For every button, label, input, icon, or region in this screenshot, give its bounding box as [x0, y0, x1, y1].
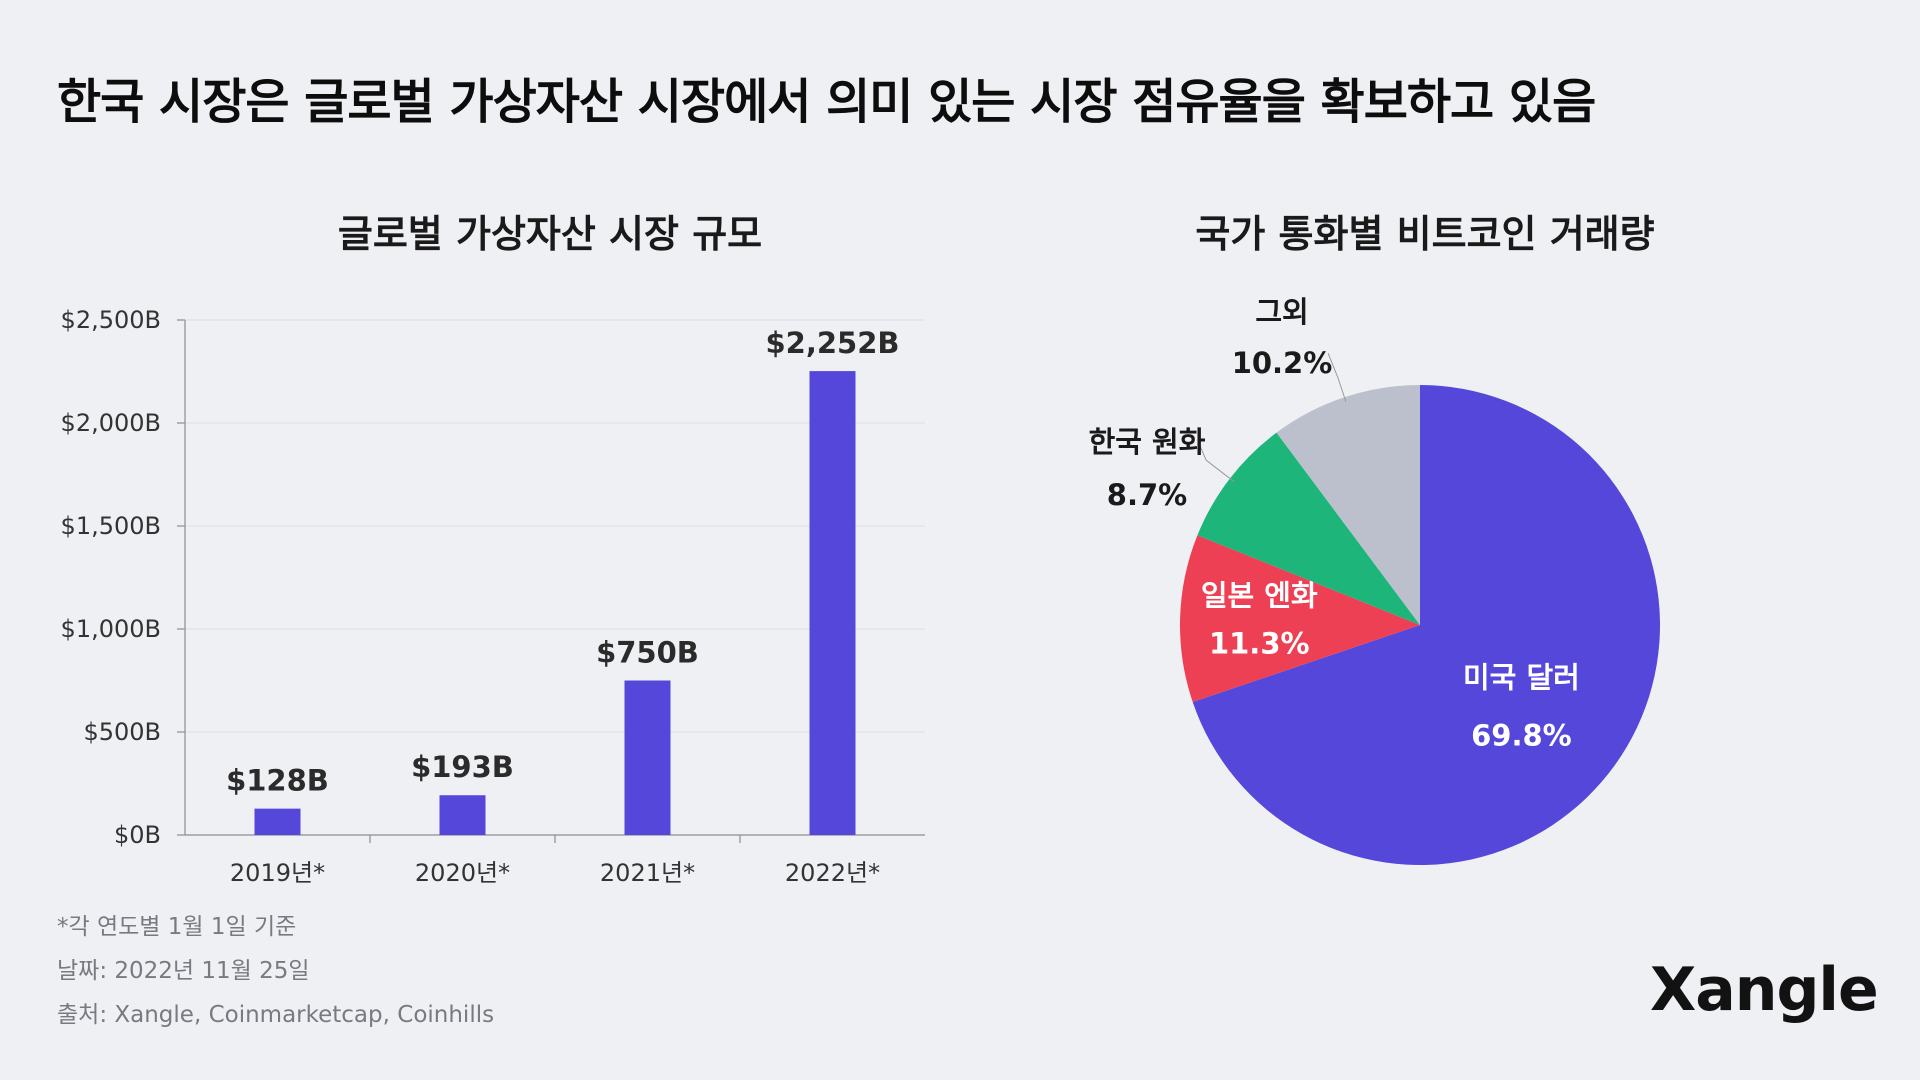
bar-chart: $0B $500B $1,000B $1,500B $2,000B $2,500B $128…	[61, 306, 925, 887]
pie-slice-percent: 69.8%	[1471, 719, 1572, 753]
pie-slice-percent: 10.2%	[1232, 346, 1333, 380]
pie-slice	[1197, 432, 1420, 625]
leader-line	[1327, 353, 1347, 402]
pie-slice	[1276, 385, 1420, 625]
pie-chart: 미국 달러 69.8% 일본 엔화 11.3% 한국 원화 8.7% 그외 10.2%	[1089, 295, 1660, 865]
y-tick-label: $500B	[83, 718, 161, 746]
footnote: *각 연도별 1월 1일 기준	[57, 914, 297, 940]
xangle-logo: Xangle	[1650, 955, 1879, 1025]
bar-value-label: $750B	[596, 636, 699, 670]
x-tick-label: 2022년*	[785, 859, 880, 887]
y-tick-label: $2,000B	[61, 409, 161, 437]
date-note: 날짜: 2022년 11월 25일	[57, 958, 310, 984]
bar	[624, 680, 671, 835]
bar-value-label: $2,252B	[765, 326, 899, 360]
pie-slice-name: 미국 달러	[1463, 661, 1580, 695]
source-note: 출처: Xangle, Coinmarketcap, Coinhills	[57, 1002, 495, 1028]
pie-slice	[1192, 385, 1660, 865]
pie-slice-name: 한국 원화	[1089, 425, 1206, 459]
y-tick-label: $2,500B	[61, 306, 161, 334]
leader-line	[1199, 445, 1235, 482]
y-tick-label: $1,500B	[61, 512, 161, 540]
pie-slice	[1180, 535, 1420, 703]
pie-slice-name: 그외	[1255, 295, 1308, 329]
bar	[439, 795, 486, 835]
y-tick-label: $1,000B	[61, 615, 161, 643]
x-tick-label: 2019년*	[230, 859, 325, 887]
x-tick-label: 2021년*	[600, 859, 695, 887]
bar-chart-title: 글로벌 가상자산 시장 규모	[337, 212, 763, 256]
bar	[809, 371, 856, 835]
pie-slice-percent: 8.7%	[1107, 478, 1187, 512]
pie-slice-name: 일본 엔화	[1201, 578, 1318, 612]
x-tick-label: 2020년*	[415, 859, 510, 887]
bar	[254, 808, 301, 835]
bar-value-label: $193B	[411, 750, 514, 784]
chart-notes: *각 연도별 1월 1일 기준 날짜: 2022년 11월 25일 출처: Xa…	[57, 905, 494, 1037]
bar-value-label: $128B	[226, 764, 329, 798]
pie-slice-percent: 11.3%	[1209, 626, 1310, 660]
page-headline: 한국 시장은 글로벌 가상자산 시장에서 의미 있는 시장 점유율을 확보하고 …	[57, 74, 1596, 130]
pie-chart-title: 국가 통화별 비트코인 거래량	[1195, 212, 1655, 256]
y-tick-label: $0B	[114, 821, 161, 849]
